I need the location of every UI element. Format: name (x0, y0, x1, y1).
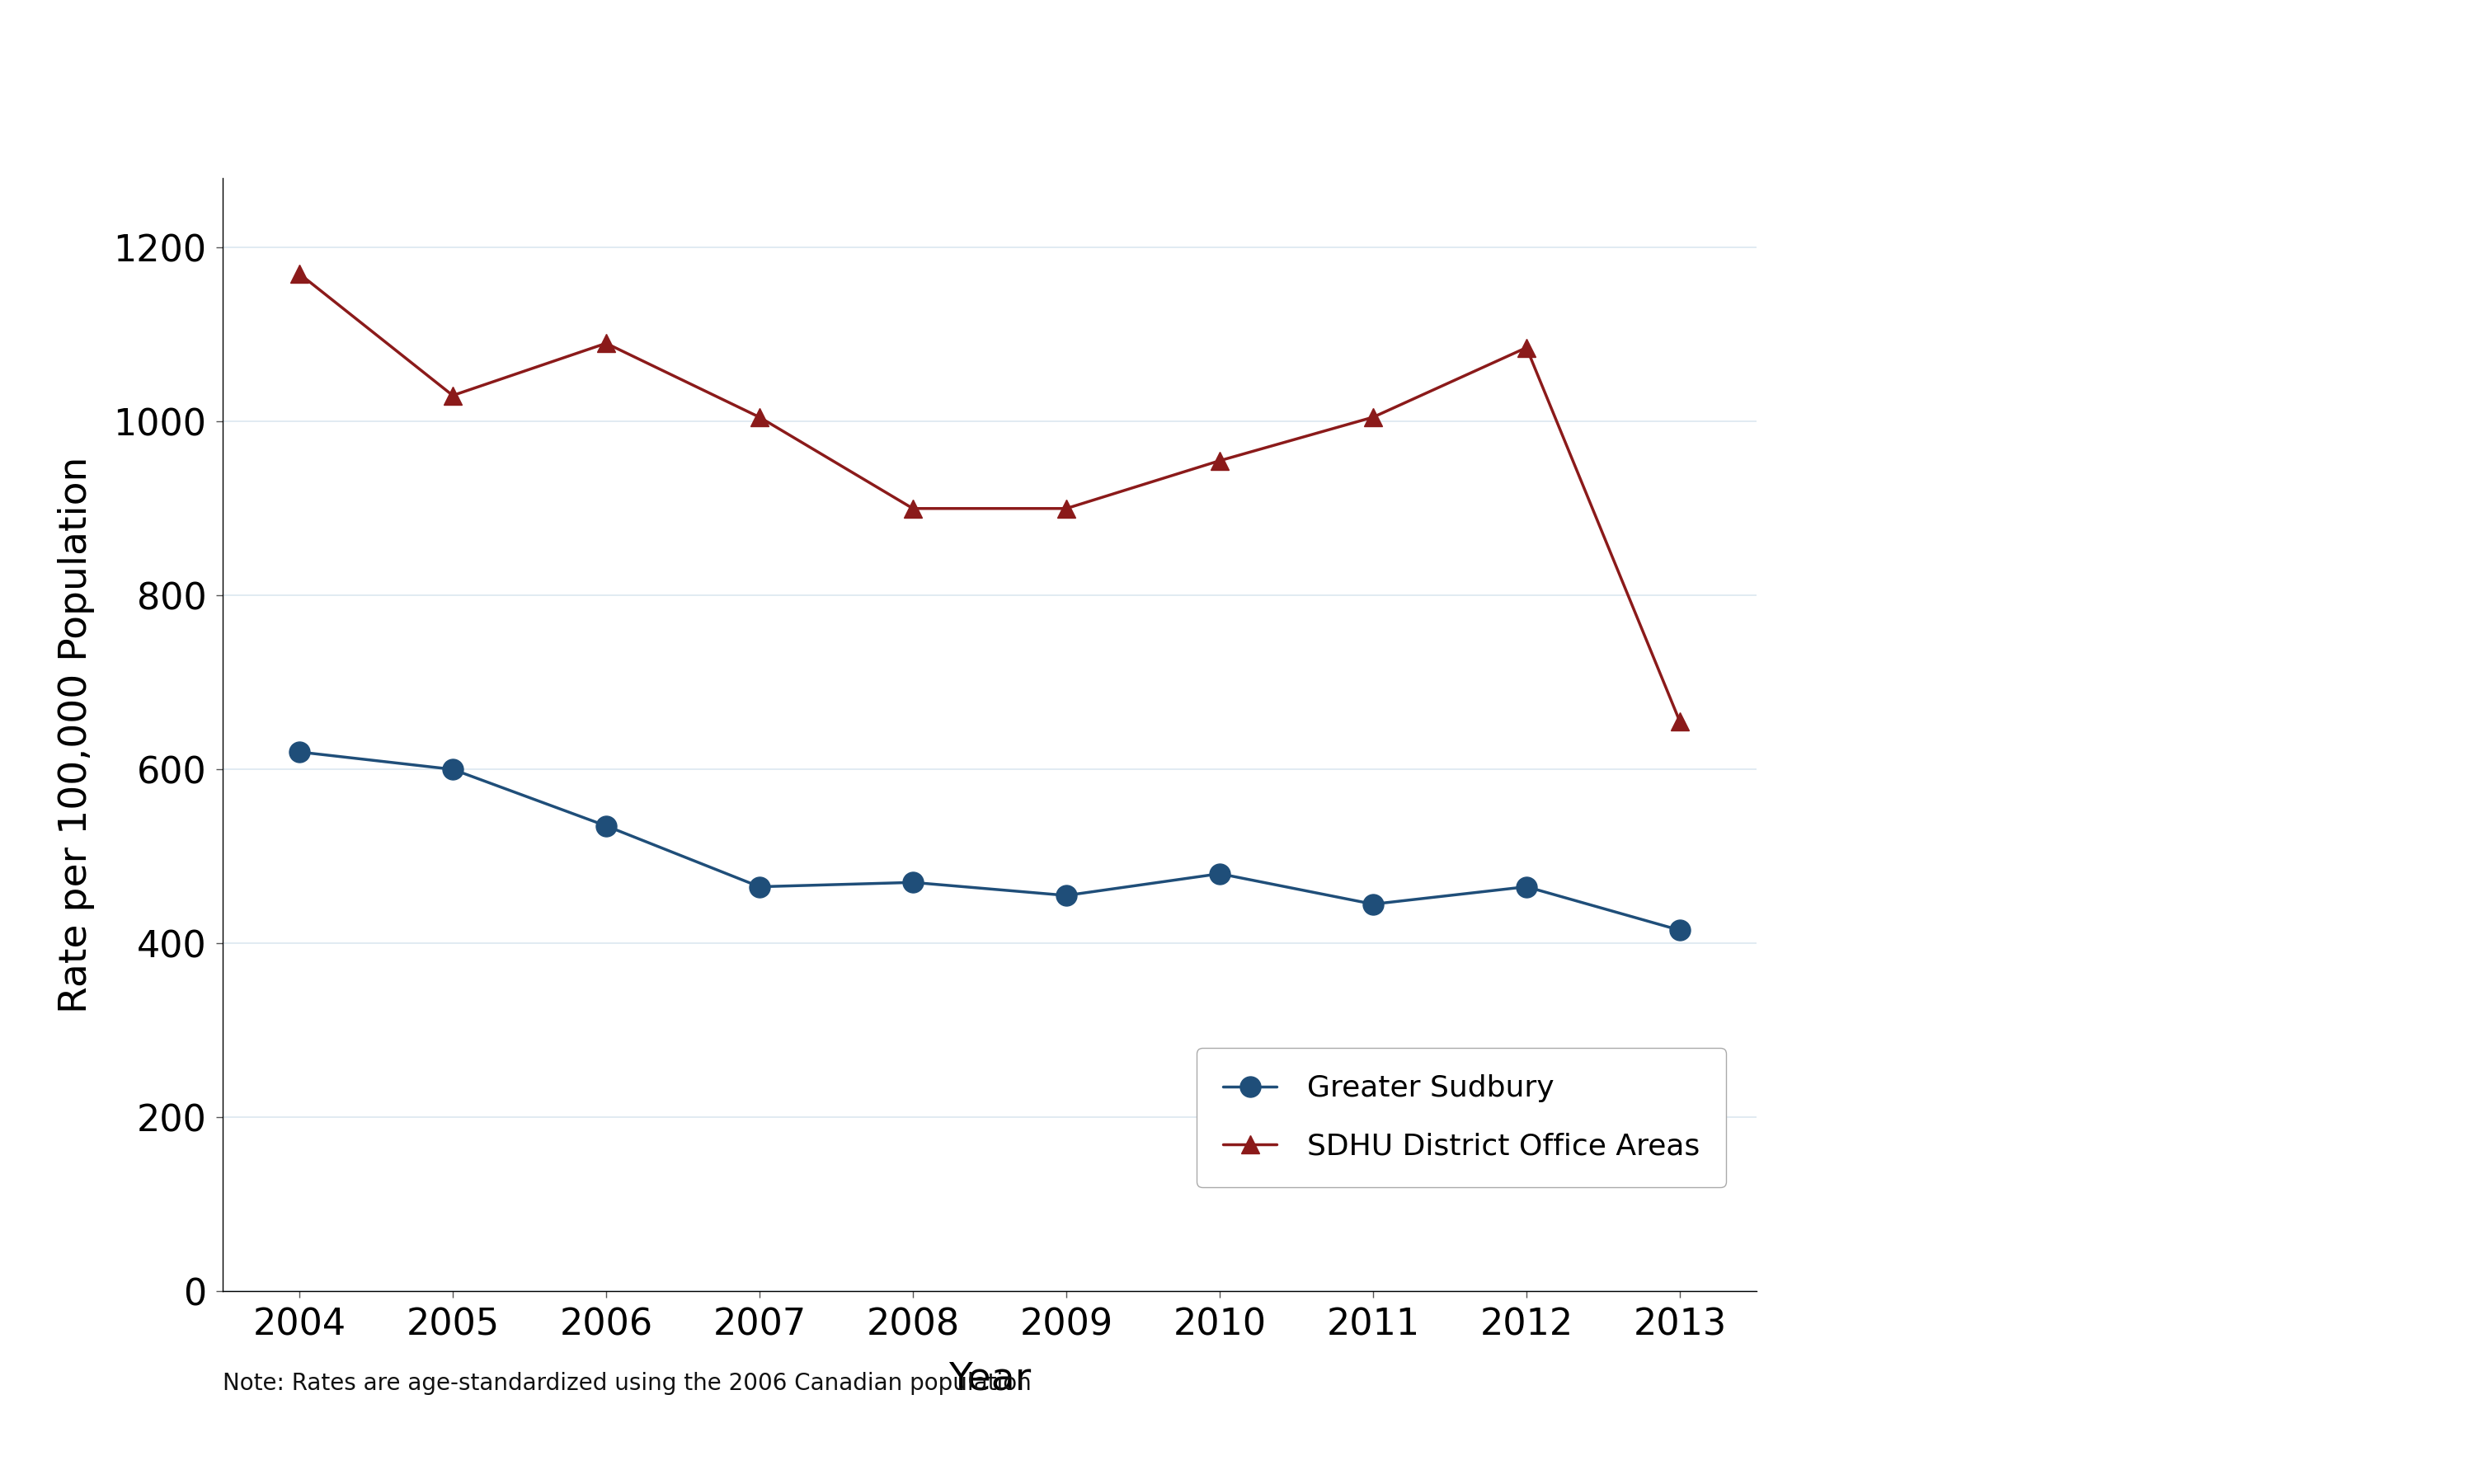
Greater Sudbury (1512, 879, 1541, 896)
Greater Sudbury (745, 879, 774, 896)
SDHU District Office Areas (1051, 500, 1081, 518)
Legend: Greater Sudbury, SDHU District Office Areas: Greater Sudbury, SDHU District Office Ar… (1197, 1048, 1727, 1187)
Line: SDHU District Office Areas: SDHU District Office Areas (289, 264, 1690, 730)
Greater Sudbury (898, 874, 928, 892)
Line: Greater Sudbury: Greater Sudbury (289, 742, 1690, 941)
Greater Sudbury (285, 743, 314, 761)
Greater Sudbury (1358, 895, 1388, 913)
Greater Sudbury (1205, 865, 1235, 883)
SDHU District Office Areas (745, 408, 774, 426)
SDHU District Office Areas (438, 386, 468, 404)
Greater Sudbury (1051, 886, 1081, 904)
Greater Sudbury (1665, 922, 1695, 939)
Greater Sudbury (438, 760, 468, 778)
Greater Sudbury (591, 818, 621, 835)
SDHU District Office Areas (1358, 408, 1388, 426)
SDHU District Office Areas (898, 500, 928, 518)
Y-axis label: Rate per 100,000 Population: Rate per 100,000 Population (57, 456, 94, 1014)
SDHU District Office Areas (1665, 712, 1695, 730)
SDHU District Office Areas (591, 334, 621, 352)
SDHU District Office Areas (1205, 451, 1235, 469)
Text: Note: Rates are age-standardized using the 2006 Canadian population: Note: Rates are age-standardized using t… (223, 1371, 1032, 1395)
SDHU District Office Areas (1512, 338, 1541, 356)
X-axis label: Year: Year (948, 1361, 1032, 1398)
SDHU District Office Areas (285, 264, 314, 282)
